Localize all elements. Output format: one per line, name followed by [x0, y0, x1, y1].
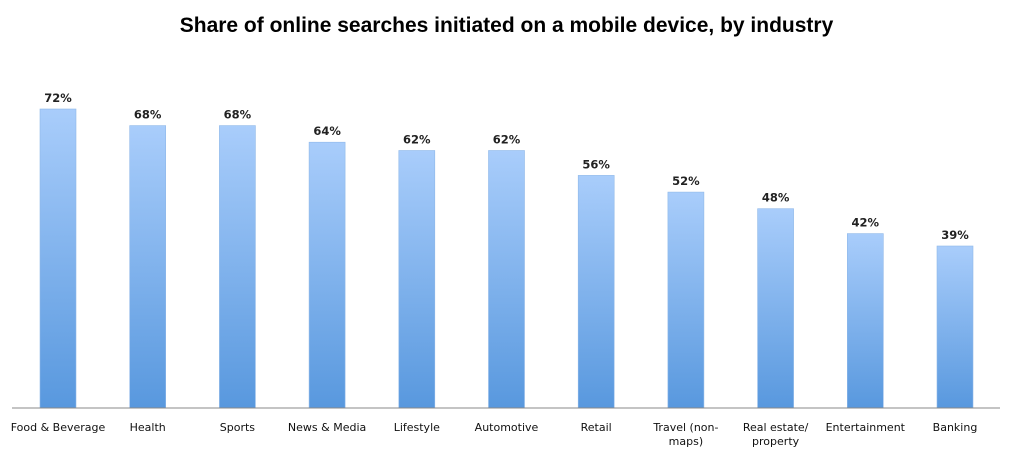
category-label: Travel (non- [652, 421, 718, 434]
category-label: maps) [669, 435, 703, 448]
category-label: Real estate/ [743, 421, 809, 434]
bar [39, 108, 77, 409]
category-label: Retail [581, 421, 612, 434]
bar [936, 245, 974, 409]
category-label: News & Media [288, 421, 366, 434]
value-label: 64% [313, 124, 341, 138]
bar [398, 150, 436, 409]
category-label: Automotive [475, 421, 539, 434]
category-label: Health [130, 421, 166, 434]
value-label: 72% [44, 91, 72, 105]
value-label: 62% [493, 133, 521, 147]
value-label: 68% [134, 108, 162, 122]
bar [308, 141, 346, 409]
value-label: 48% [762, 191, 790, 205]
bar [757, 208, 794, 409]
bar [846, 233, 884, 409]
category-label: Lifestyle [394, 421, 440, 434]
category-label: property [752, 435, 800, 448]
value-label: 56% [582, 157, 610, 171]
bar [667, 191, 705, 409]
category-label: Food & Beverage [11, 421, 106, 434]
value-label: 42% [852, 216, 880, 230]
chart-title: Share of online searches initiated on a … [179, 14, 834, 37]
bars-layer [39, 108, 974, 409]
category-label: Sports [220, 421, 256, 434]
category-label: Entertainment [826, 421, 906, 434]
category-label: Banking [933, 421, 978, 434]
bar [219, 125, 256, 409]
labels-layer: 72% Food & Beverage 68% Health 68% Sports 64% N… [11, 91, 978, 448]
value-label: 39% [941, 228, 969, 242]
bar [577, 175, 615, 409]
bar [129, 125, 166, 409]
bar [488, 150, 525, 409]
value-label: 52% [672, 174, 700, 188]
value-label: 68% [224, 108, 252, 122]
value-label: 62% [403, 133, 431, 147]
